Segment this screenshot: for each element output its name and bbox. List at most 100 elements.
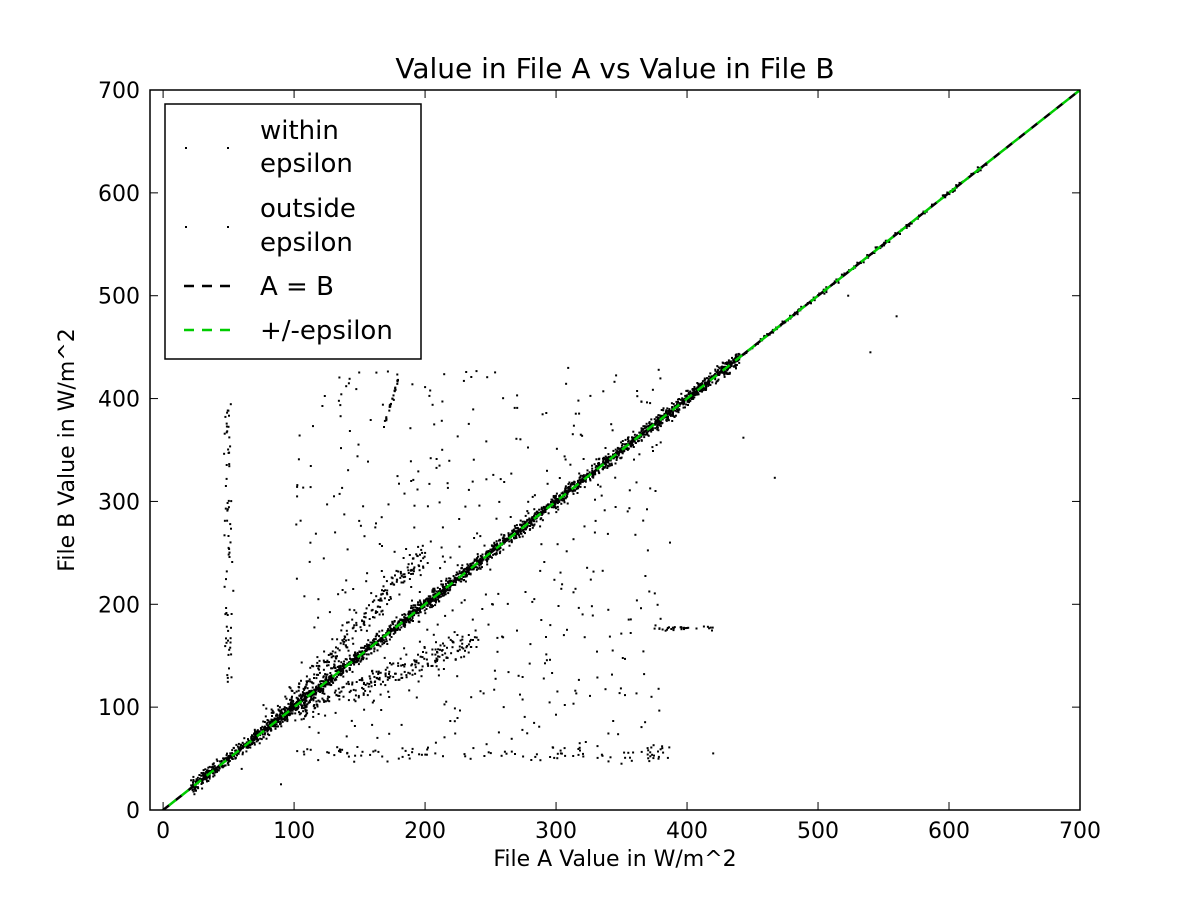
data-point bbox=[657, 757, 660, 760]
data-point bbox=[672, 403, 675, 405]
data-point bbox=[729, 360, 732, 363]
data-point bbox=[554, 494, 557, 497]
data-point bbox=[759, 338, 762, 341]
data-point bbox=[359, 524, 362, 527]
data-point bbox=[367, 639, 370, 642]
data-point bbox=[591, 464, 593, 467]
data-point bbox=[556, 690, 559, 693]
data-point bbox=[706, 377, 708, 380]
data-point bbox=[317, 598, 320, 601]
data-point bbox=[306, 687, 309, 690]
data-point bbox=[389, 633, 391, 636]
data-point bbox=[381, 609, 384, 612]
data-point bbox=[586, 469, 589, 472]
data-point bbox=[454, 732, 457, 735]
data-point bbox=[577, 748, 580, 750]
data-point bbox=[623, 751, 626, 754]
data-point bbox=[486, 551, 489, 554]
data-point bbox=[322, 557, 325, 560]
data-point bbox=[415, 696, 418, 699]
data-point bbox=[344, 664, 347, 666]
data-point bbox=[394, 388, 397, 391]
data-point bbox=[526, 510, 529, 513]
data-point bbox=[399, 657, 402, 660]
data-point bbox=[502, 636, 505, 639]
data-point bbox=[646, 549, 649, 552]
data-point bbox=[294, 712, 297, 715]
data-point bbox=[438, 464, 441, 467]
data-point bbox=[581, 477, 584, 480]
data-point bbox=[336, 675, 339, 678]
data-point bbox=[424, 551, 427, 554]
data-point bbox=[658, 423, 661, 425]
data-point bbox=[379, 606, 382, 609]
data-point bbox=[693, 388, 696, 390]
data-point bbox=[482, 692, 485, 695]
data-point bbox=[429, 457, 432, 460]
data-point bbox=[202, 774, 205, 777]
data-point bbox=[498, 538, 501, 541]
data-point bbox=[551, 500, 554, 503]
data-point bbox=[543, 561, 546, 563]
data-point bbox=[360, 679, 363, 682]
data-point bbox=[657, 368, 660, 371]
data-point bbox=[609, 459, 612, 462]
data-point bbox=[558, 477, 561, 479]
data-point bbox=[693, 393, 695, 396]
data-point bbox=[658, 627, 661, 630]
data-point bbox=[332, 681, 335, 684]
data-point bbox=[417, 662, 420, 665]
data-point bbox=[521, 520, 524, 523]
data-point bbox=[687, 626, 690, 629]
data-point bbox=[446, 482, 449, 485]
data-point bbox=[386, 593, 389, 596]
data-point bbox=[429, 604, 432, 606]
data-point bbox=[338, 668, 341, 671]
data-point bbox=[364, 645, 367, 648]
data-point bbox=[372, 639, 374, 642]
data-point bbox=[458, 518, 461, 520]
data-point bbox=[453, 631, 456, 634]
data-point bbox=[301, 691, 304, 694]
data-point bbox=[377, 599, 380, 602]
data-point bbox=[322, 685, 325, 688]
data-point bbox=[596, 650, 598, 653]
data-point bbox=[353, 725, 356, 727]
data-point bbox=[289, 701, 292, 704]
data-point bbox=[261, 733, 264, 736]
data-point bbox=[447, 592, 450, 595]
data-point bbox=[206, 770, 208, 773]
data-point bbox=[297, 697, 300, 700]
data-point bbox=[564, 485, 567, 488]
data-point bbox=[609, 756, 612, 759]
data-point bbox=[363, 621, 366, 624]
data-point bbox=[280, 712, 283, 715]
data-point bbox=[582, 752, 584, 755]
data-point bbox=[894, 232, 897, 235]
data-point bbox=[651, 446, 654, 449]
data-point bbox=[546, 469, 548, 472]
data-point bbox=[503, 534, 506, 537]
data-point bbox=[471, 618, 474, 621]
data-point bbox=[440, 419, 443, 422]
data-point bbox=[341, 671, 344, 674]
data-point bbox=[342, 669, 345, 672]
data-point bbox=[626, 448, 629, 451]
data-point bbox=[414, 666, 417, 669]
data-point bbox=[460, 577, 463, 580]
data-point bbox=[856, 261, 859, 264]
data-point bbox=[672, 629, 675, 632]
data-point bbox=[208, 777, 211, 780]
data-point bbox=[590, 605, 593, 608]
data-point bbox=[567, 366, 570, 369]
data-point bbox=[405, 548, 408, 550]
data-point bbox=[356, 653, 359, 656]
data-point bbox=[577, 678, 580, 681]
data-point bbox=[532, 519, 535, 522]
data-point bbox=[659, 748, 662, 751]
data-point bbox=[372, 750, 375, 753]
data-point bbox=[195, 778, 198, 781]
data-point bbox=[452, 641, 455, 644]
data-point bbox=[633, 433, 636, 436]
data-point bbox=[275, 717, 278, 720]
